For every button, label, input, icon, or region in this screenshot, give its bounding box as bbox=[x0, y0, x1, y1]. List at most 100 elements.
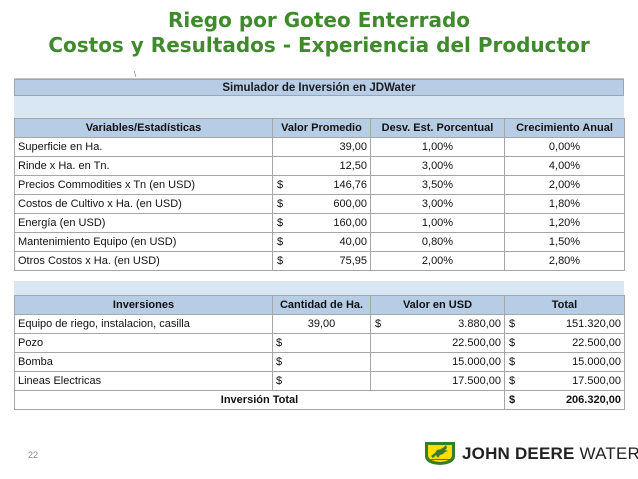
currency-sign: $ bbox=[375, 318, 382, 330]
investment-row: Lineas Electricas $17.500,00 $17.500,00 bbox=[14, 371, 625, 391]
currency-sign: $ bbox=[277, 255, 284, 267]
variables-row: Otros Costos x Ha. (en USD) $75,95 2,00% 2,… bbox=[14, 251, 625, 271]
variable-label: Costos de Cultivo x Ha. (en USD) bbox=[14, 194, 273, 214]
header-variables: Variables/Estadísticas bbox=[14, 118, 273, 138]
deer-logo-icon bbox=[425, 442, 455, 465]
crecimiento-cell: 2,00% bbox=[504, 175, 625, 195]
desv-est-cell: 1,00% bbox=[370, 213, 505, 233]
crecimiento-cell: 1,50% bbox=[504, 232, 625, 252]
slide-title: Riego por Goteo Enterrado bbox=[167, 8, 470, 32]
amount: 39,00 bbox=[339, 141, 367, 153]
john-deere-water-logo: JOHN DEERE WATER bbox=[424, 440, 638, 468]
total-cell: $17.500,00 bbox=[504, 371, 625, 391]
crecimiento-cell: 1,20% bbox=[504, 213, 625, 233]
desv-est-cell: 0,80% bbox=[370, 232, 505, 252]
currency-sign: $ bbox=[509, 356, 516, 368]
total-cell: $22.500,00 bbox=[504, 333, 625, 353]
valor-promedio-cell: $600,00 bbox=[272, 194, 371, 214]
investment-label: Equipo de riego, instalacion, casilla bbox=[14, 314, 273, 334]
currency-sign: $ bbox=[277, 198, 284, 210]
valor-promedio-cell: 39,00 bbox=[272, 137, 371, 157]
cantidad-cell: $ bbox=[272, 371, 371, 391]
amount: 22.500,00 bbox=[572, 337, 621, 349]
valor-promedio-cell: 12,50 bbox=[272, 156, 371, 176]
amount: 146,76 bbox=[333, 179, 367, 191]
currency-sign: $ bbox=[277, 217, 284, 229]
simulator-banner: Simulador de Inversión en JDWater bbox=[14, 79, 624, 96]
investments-header-row: Inversiones Cantidad de Ha. Valor en USD… bbox=[14, 295, 625, 315]
investment-row: Bomba $15.000,00 $15.000,00 bbox=[14, 352, 625, 372]
variables-row: Energía (en USD) $160,00 1,00% 1,20% bbox=[14, 213, 625, 233]
variable-label: Rinde x Ha. en Tn. bbox=[14, 156, 273, 176]
investment-label: Bomba bbox=[14, 352, 273, 372]
amount: 151.320,00 bbox=[565, 318, 621, 330]
currency-sign: $ bbox=[277, 179, 284, 191]
variables-row: Superficie en Ha. 39,00 1,00% 0,00% bbox=[14, 137, 625, 157]
sheet-top-strip: \ bbox=[14, 70, 624, 79]
variable-label: Superficie en Ha. bbox=[14, 137, 273, 157]
investment-row: Pozo $22.500,00 $22.500,00 bbox=[14, 333, 625, 353]
sheet-top-strip-text: \ bbox=[134, 70, 137, 79]
header-desv-est: Desv. Est. Porcentual bbox=[370, 118, 505, 138]
amount: 15.000,00 bbox=[452, 356, 501, 368]
valor-promedio-cell: $146,76 bbox=[272, 175, 371, 195]
investment-label: Lineas Electricas bbox=[14, 371, 273, 391]
valor-usd-cell: $3.880,00 bbox=[370, 314, 505, 334]
page-number: 22 bbox=[28, 450, 39, 460]
logo-brand: JOHN DEERE bbox=[462, 444, 575, 463]
amount: 3.880,00 bbox=[458, 318, 501, 330]
variable-label: Mantenimiento Equipo (en USD) bbox=[14, 232, 273, 252]
amount: 22.500,00 bbox=[452, 337, 501, 349]
investment-total-label: Inversión Total bbox=[14, 390, 505, 410]
amount: 75,95 bbox=[339, 255, 367, 267]
logo-suffix: WATER bbox=[579, 444, 638, 463]
crecimiento-cell: 1,80% bbox=[504, 194, 625, 214]
total-cell: $151.320,00 bbox=[504, 314, 625, 334]
spacer-row bbox=[14, 96, 624, 118]
amount: 206.320,00 bbox=[565, 394, 621, 406]
variables-table: Variables/Estadísticas Valor Promedio De… bbox=[14, 118, 625, 271]
amount: 40,00 bbox=[339, 236, 367, 248]
amount: 15.000,00 bbox=[572, 356, 621, 368]
investments-table: Inversiones Cantidad de Ha. Valor en USD… bbox=[14, 295, 625, 410]
desv-est-cell: 1,00% bbox=[370, 137, 505, 157]
crecimiento-cell: 4,00% bbox=[504, 156, 625, 176]
valor-usd-cell: 22.500,00 bbox=[370, 333, 505, 353]
amount: 17.500,00 bbox=[452, 375, 501, 387]
variables-row: Mantenimiento Equipo (en USD) $40,00 0,80%… bbox=[14, 232, 625, 252]
currency-sign: $ bbox=[509, 375, 516, 387]
investment-label: Pozo bbox=[14, 333, 273, 353]
desv-est-cell: 3,50% bbox=[370, 175, 505, 195]
total-cell: $15.000,00 bbox=[504, 352, 625, 372]
header-valor-promedio: Valor Promedio bbox=[272, 118, 371, 138]
currency-sign: $ bbox=[277, 236, 284, 248]
cantidad-cell: $ bbox=[272, 352, 371, 372]
variables-row: Costos de Cultivo x Ha. (en USD) $600,00 3… bbox=[14, 194, 625, 214]
header-inversiones: Inversiones bbox=[14, 295, 273, 315]
slide-subtitle: Costos y Resultados - Experiencia del Pr… bbox=[48, 33, 590, 57]
amount: 17.500,00 bbox=[572, 375, 621, 387]
desv-est-cell: 3,00% bbox=[370, 156, 505, 176]
variables-row: Rinde x Ha. en Tn. 12,50 3,00% 4,00% bbox=[14, 156, 625, 176]
investment-total-value: $ 206.320,00 bbox=[504, 390, 625, 410]
header-valor-usd: Valor en USD bbox=[370, 295, 505, 315]
currency-sign: $ bbox=[509, 318, 516, 330]
valor-promedio-cell: $160,00 bbox=[272, 213, 371, 233]
valor-usd-cell: 15.000,00 bbox=[370, 352, 505, 372]
logo-wordmark: JOHN DEERE WATER bbox=[462, 444, 638, 464]
header-total: Total bbox=[504, 295, 625, 315]
header-crecimiento: Crecimiento Anual bbox=[504, 118, 625, 138]
amount: 160,00 bbox=[333, 217, 367, 229]
cantidad-cell: 39,00 bbox=[272, 314, 371, 334]
crecimiento-cell: 0,00% bbox=[504, 137, 625, 157]
currency-sign: $ bbox=[509, 394, 516, 406]
currency-sign: $ bbox=[509, 337, 516, 349]
variable-label: Energía (en USD) bbox=[14, 213, 273, 233]
valor-promedio-cell: $40,00 bbox=[272, 232, 371, 252]
header-cantidad-ha: Cantidad de Ha. bbox=[272, 295, 371, 315]
valor-promedio-cell: $75,95 bbox=[272, 251, 371, 271]
spreadsheet-image: \ Simulador de Inversión en JDWater Vari… bbox=[14, 70, 625, 412]
amount: 12,50 bbox=[339, 160, 367, 172]
investment-total-row: Inversión Total $ 206.320,00 bbox=[14, 390, 625, 410]
amount: 600,00 bbox=[333, 198, 367, 210]
